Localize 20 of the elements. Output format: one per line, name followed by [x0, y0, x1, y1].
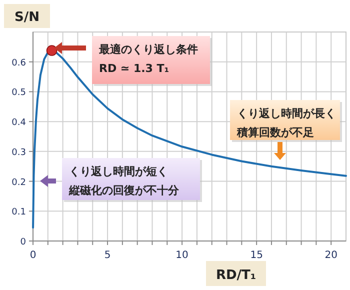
y-tick-label: 0 [20, 238, 26, 248]
x-tick-label: 15 [250, 250, 263, 261]
y-tick-label: 0.5 [12, 88, 26, 98]
annotation: RD ≃ 1.3 T₁ [99, 62, 170, 75]
x-tick-label: 5 [104, 250, 111, 261]
y-axis-title: S/N [14, 10, 40, 25]
x-tick-label: 10 [176, 250, 188, 261]
y-tick-label: 0.3 [12, 148, 26, 158]
y-tick-label: 0.1 [12, 208, 26, 218]
annotation: くり返し時間が長く [237, 107, 336, 120]
annotation: 縦磁化の回復が不十分 [68, 184, 180, 197]
y-tick-label: 0.2 [12, 178, 26, 188]
x-tick-label: 20 [324, 250, 338, 261]
annotation: くり返し時間が短く [69, 165, 168, 178]
y-tick-label: 0.6 [12, 58, 26, 68]
x-axis-title: RD/T₁ [216, 268, 256, 283]
annotation: 積算回数が不足 [236, 126, 314, 139]
x-tick-label: 0 [30, 250, 36, 261]
annotation: 最適のくり返し条件 [98, 43, 198, 56]
y-tick-label: 0.4 [12, 118, 26, 128]
